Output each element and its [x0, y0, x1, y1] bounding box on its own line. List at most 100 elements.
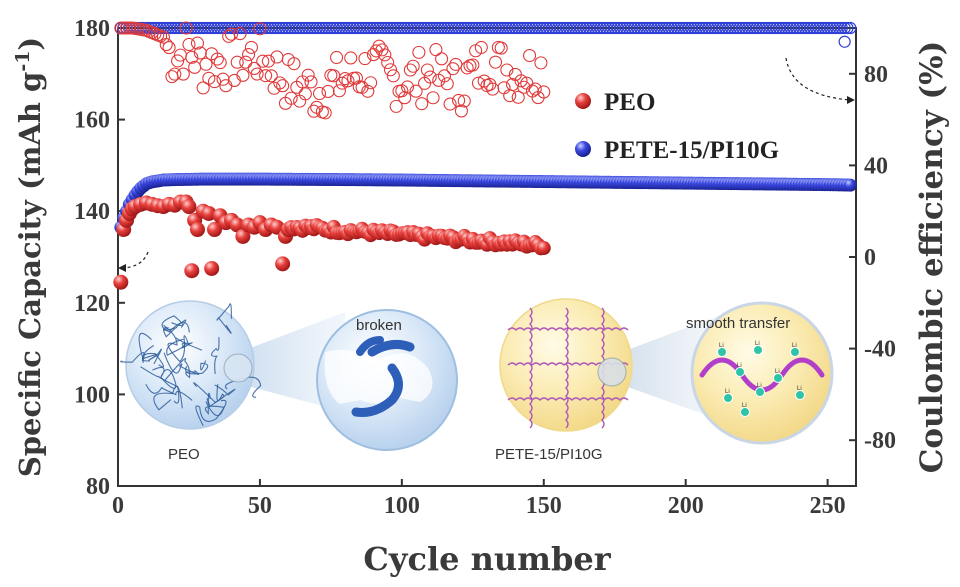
ce-point-pete	[844, 21, 857, 35]
ce-point-peo	[264, 69, 278, 83]
ce-point-peo	[227, 73, 241, 87]
coulombic-efficiency-markers	[114, 21, 857, 120]
capacity-point-peo	[207, 222, 223, 238]
ce-point-peo	[182, 37, 196, 52]
legend-marker-peo	[575, 93, 591, 109]
ce-point-peo	[159, 38, 173, 52]
li-ion-label: Li	[719, 343, 724, 349]
ce-point-peo	[287, 57, 301, 71]
li-ion-dot	[795, 390, 805, 400]
ce-point-peo	[474, 40, 488, 54]
y-left-title-suffix: )	[13, 37, 47, 51]
ce-point-peo	[190, 36, 205, 50]
x-tick-label: 0	[112, 493, 124, 519]
ce-point-peo	[330, 50, 344, 65]
li-ion-label: Li	[755, 341, 760, 347]
inset-label-pete: PETE-15/PI10G	[495, 446, 603, 463]
y-right-tick-label: -80	[864, 428, 896, 454]
li-ion-label: Li	[725, 389, 730, 395]
ce-point-peo	[162, 41, 176, 55]
li-ion-label: Li	[792, 343, 797, 349]
capacity-point-peo	[201, 205, 217, 221]
smooth-bubble	[690, 301, 834, 445]
ce-point-peo	[443, 97, 457, 111]
ce-point-peo	[242, 47, 256, 62]
y-right-tick-label: 80	[864, 62, 888, 88]
inset-label-peo: PEO	[168, 446, 200, 463]
legend-marker-pete	[575, 141, 591, 157]
y-left-title-main: Specific Capacity (mAh g	[13, 72, 47, 478]
ce-point-peo	[321, 84, 335, 98]
li-ion-dot	[723, 393, 733, 403]
ce-point-peo	[256, 54, 270, 68]
ce-point-peo	[466, 58, 480, 72]
ce-point-peo	[429, 43, 443, 57]
ce-point-peo	[400, 80, 415, 94]
ce-point-peo	[497, 81, 511, 95]
inset-label-broken: broken	[356, 317, 402, 334]
ce-point-peo	[224, 27, 239, 41]
ce-point-peo	[259, 69, 273, 83]
ce-point-peo	[406, 59, 420, 73]
y-left-tick-label: 120	[74, 291, 110, 317]
capacity-point-peo	[184, 263, 200, 279]
capacity-point-peo	[235, 228, 251, 244]
ce-point-peo	[193, 46, 207, 60]
y-left-tick-label: 180	[74, 16, 110, 42]
li-ion-dot	[755, 387, 765, 397]
ce-point-peo	[176, 67, 190, 81]
legend-label-peo: PEO	[604, 89, 655, 116]
ce-point-peo	[381, 55, 395, 70]
ce-point-peo	[338, 72, 352, 86]
ce-point-peo	[409, 84, 423, 98]
ce-point-peo	[488, 55, 503, 69]
ce-point-peo	[156, 30, 170, 44]
ce-point-peo	[500, 63, 514, 77]
y-left-tick-label: 80	[86, 474, 110, 500]
ce-point-peo	[537, 85, 551, 99]
y-right-axis-title: Coulombic efficiency (%)	[914, 41, 950, 474]
ce-point-peo	[435, 52, 449, 66]
y-right-tick-label: 0	[864, 245, 876, 271]
y-left-tick-label: 160	[74, 108, 110, 134]
ce-point-peo	[244, 40, 258, 54]
ce-point-peo	[179, 21, 193, 35]
capacity-point-peo	[189, 222, 205, 238]
ce-point-peo	[403, 63, 417, 77]
y-right-tick-label: -40	[864, 337, 896, 363]
li-ion-dot	[740, 407, 750, 417]
ce-point-peo	[437, 69, 451, 83]
y-right-tick-label: 40	[864, 153, 888, 179]
ce-point-peo	[304, 75, 318, 89]
peo-zoom-spot	[223, 353, 253, 383]
ce-point-pete	[838, 35, 851, 48]
li-ion-dot	[773, 373, 783, 383]
ce-point-peo	[332, 84, 346, 98]
ce-point-peo	[423, 70, 437, 84]
li-ion-dot	[753, 345, 763, 355]
x-axis-title: Cycle number	[363, 540, 611, 578]
lithium-ions: Li Li Li Li Li Li Li Li Li	[717, 341, 805, 417]
capacity-point-peo	[275, 256, 291, 272]
ce-point-peo	[364, 76, 378, 90]
peo-chain-tangle	[120, 303, 262, 426]
ce-point-peo	[534, 56, 548, 70]
ce-point-peo	[114, 21, 128, 35]
ce-point-pete	[835, 21, 848, 35]
ce-point-peo	[514, 74, 528, 88]
ce-point-peo	[273, 76, 287, 90]
li-ion-label: Li	[797, 386, 802, 392]
ce-point-peo	[185, 50, 199, 64]
legend: PEO PETE-15/PI10G	[575, 89, 779, 164]
broken-chain-bottom	[351, 363, 403, 417]
ce-point-peo	[117, 21, 131, 35]
x-tick-label: 250	[810, 493, 846, 519]
ce-point-peo	[494, 41, 508, 55]
ce-point-peo	[168, 67, 182, 81]
ce-point-peo	[523, 48, 537, 63]
ce-point-peo	[261, 54, 275, 68]
ce-point-peo	[196, 81, 210, 95]
ce-point-peo	[383, 63, 398, 77]
